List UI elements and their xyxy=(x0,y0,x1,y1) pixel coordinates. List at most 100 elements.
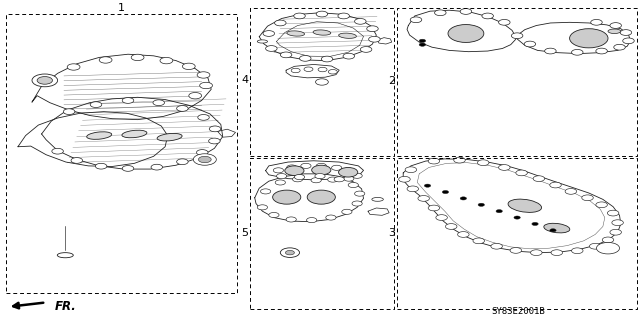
Circle shape xyxy=(572,248,583,254)
Ellipse shape xyxy=(122,130,147,138)
Circle shape xyxy=(448,25,484,42)
Circle shape xyxy=(551,250,563,256)
Circle shape xyxy=(263,31,275,36)
Circle shape xyxy=(328,177,338,182)
Circle shape xyxy=(318,67,327,72)
Ellipse shape xyxy=(287,31,305,36)
Circle shape xyxy=(301,163,311,168)
Text: SY83E2001B: SY83E2001B xyxy=(492,308,545,316)
Circle shape xyxy=(572,49,583,55)
Circle shape xyxy=(67,64,80,70)
Ellipse shape xyxy=(508,199,541,212)
Circle shape xyxy=(131,54,144,61)
Circle shape xyxy=(532,222,538,226)
Ellipse shape xyxy=(544,223,570,233)
Circle shape xyxy=(292,177,303,182)
Circle shape xyxy=(355,191,365,196)
Text: 4: 4 xyxy=(241,75,248,85)
Circle shape xyxy=(442,190,449,194)
Circle shape xyxy=(352,201,362,206)
Circle shape xyxy=(424,184,431,187)
Circle shape xyxy=(589,243,601,249)
Circle shape xyxy=(273,168,284,173)
Circle shape xyxy=(339,167,358,177)
Circle shape xyxy=(311,178,321,183)
Circle shape xyxy=(582,195,593,201)
Circle shape xyxy=(428,158,440,164)
Circle shape xyxy=(367,26,378,32)
Circle shape xyxy=(90,102,102,108)
Circle shape xyxy=(612,220,623,226)
Ellipse shape xyxy=(86,132,112,139)
Circle shape xyxy=(260,189,271,194)
Circle shape xyxy=(607,210,619,216)
Circle shape xyxy=(511,33,523,39)
Circle shape xyxy=(32,74,58,87)
Circle shape xyxy=(596,202,607,208)
Circle shape xyxy=(280,248,300,257)
Circle shape xyxy=(499,165,510,170)
Circle shape xyxy=(458,232,469,237)
Circle shape xyxy=(291,68,300,73)
Circle shape xyxy=(275,20,286,26)
Circle shape xyxy=(95,163,107,169)
Circle shape xyxy=(266,46,277,51)
Circle shape xyxy=(275,180,285,185)
Circle shape xyxy=(189,93,202,99)
Circle shape xyxy=(304,67,313,71)
Circle shape xyxy=(287,165,297,170)
Circle shape xyxy=(491,243,502,249)
Ellipse shape xyxy=(372,197,383,201)
Circle shape xyxy=(418,196,429,201)
Circle shape xyxy=(209,138,220,144)
Circle shape xyxy=(514,216,520,219)
Circle shape xyxy=(294,13,305,19)
Circle shape xyxy=(610,23,621,28)
Circle shape xyxy=(326,215,336,220)
Text: 1: 1 xyxy=(118,3,125,13)
Circle shape xyxy=(602,237,614,243)
Circle shape xyxy=(445,224,457,229)
Circle shape xyxy=(316,79,328,85)
Ellipse shape xyxy=(313,30,331,35)
Circle shape xyxy=(198,156,211,163)
Circle shape xyxy=(300,56,311,61)
Circle shape xyxy=(316,11,328,17)
Circle shape xyxy=(510,248,522,253)
Circle shape xyxy=(99,57,112,63)
Circle shape xyxy=(332,165,342,170)
Circle shape xyxy=(177,159,188,165)
Circle shape xyxy=(524,41,536,47)
Circle shape xyxy=(343,53,355,59)
Circle shape xyxy=(428,205,440,211)
Circle shape xyxy=(550,229,556,232)
Circle shape xyxy=(435,10,446,16)
Circle shape xyxy=(565,189,577,194)
Circle shape xyxy=(410,17,422,23)
Circle shape xyxy=(570,29,608,48)
Circle shape xyxy=(122,98,134,103)
Circle shape xyxy=(151,164,163,170)
Circle shape xyxy=(312,165,331,175)
Ellipse shape xyxy=(157,133,182,141)
Circle shape xyxy=(614,44,625,50)
Circle shape xyxy=(342,209,352,214)
Circle shape xyxy=(307,190,335,204)
Circle shape xyxy=(257,205,268,210)
Circle shape xyxy=(407,186,419,192)
Circle shape xyxy=(71,158,83,163)
Circle shape xyxy=(177,106,188,111)
Circle shape xyxy=(286,217,296,222)
Circle shape xyxy=(516,170,527,176)
Circle shape xyxy=(276,174,287,179)
Circle shape xyxy=(63,109,75,115)
Circle shape xyxy=(419,43,426,46)
Circle shape xyxy=(477,160,489,166)
Circle shape xyxy=(273,190,301,204)
Circle shape xyxy=(531,250,542,256)
Circle shape xyxy=(209,126,221,132)
Circle shape xyxy=(533,176,545,182)
Circle shape xyxy=(496,210,502,213)
Circle shape xyxy=(405,167,417,173)
Circle shape xyxy=(360,47,372,52)
